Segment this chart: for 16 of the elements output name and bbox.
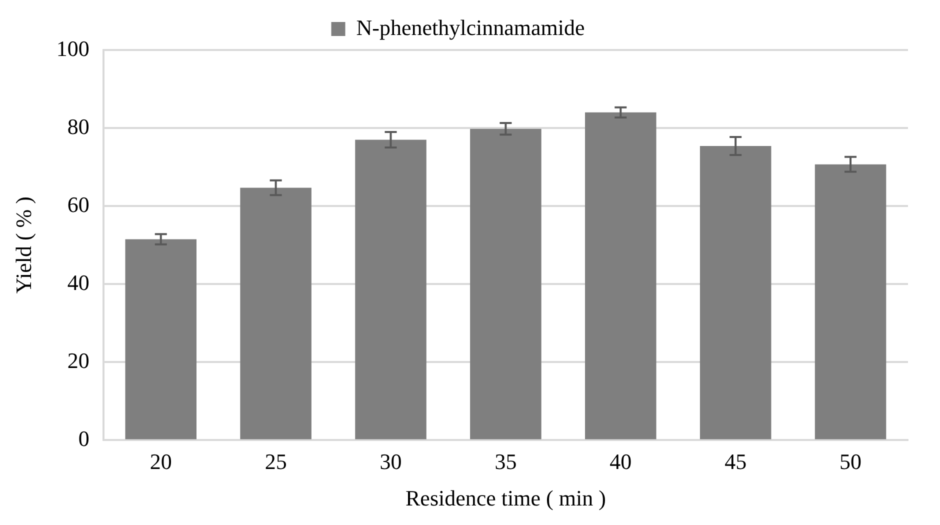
x-tick-label: 30 xyxy=(380,449,402,474)
y-tick-label: 40 xyxy=(67,270,90,295)
y-axis-title: Yield ( % ) xyxy=(10,196,36,294)
x-axis-title: Residence time ( min ) xyxy=(406,486,606,511)
y-tick-label: 0 xyxy=(78,426,90,451)
legend-label: N-phenethylcinnamamide xyxy=(356,14,585,40)
x-tick-label: 35 xyxy=(494,449,517,474)
x-tick-label: 20 xyxy=(150,449,172,474)
y-tick-label: 60 xyxy=(67,192,90,217)
x-tick-label: 50 xyxy=(840,449,862,474)
x-tick-label: 25 xyxy=(264,449,287,474)
y-tick-label: 20 xyxy=(67,348,90,373)
y-tick-label: 100 xyxy=(56,36,90,61)
x-tick-label: 40 xyxy=(610,449,632,474)
y-tick-label: 80 xyxy=(67,114,90,139)
x-tick-label: 45 xyxy=(724,449,747,474)
